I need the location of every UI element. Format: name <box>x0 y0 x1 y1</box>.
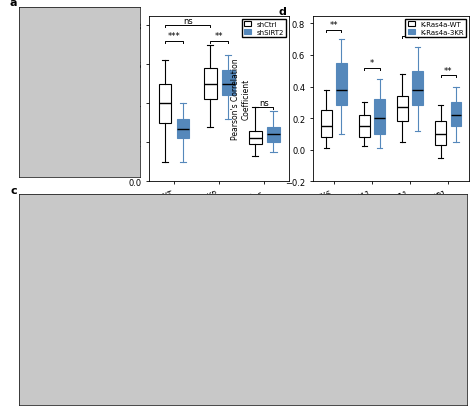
PathPatch shape <box>177 119 190 139</box>
PathPatch shape <box>435 122 446 145</box>
Text: ns: ns <box>183 17 192 26</box>
Text: ***: *** <box>168 32 181 41</box>
PathPatch shape <box>249 131 262 145</box>
Text: c: c <box>10 186 17 196</box>
Text: *: * <box>408 28 412 36</box>
PathPatch shape <box>159 85 172 123</box>
PathPatch shape <box>374 100 385 135</box>
PathPatch shape <box>451 103 461 127</box>
Text: ns: ns <box>259 98 269 107</box>
Y-axis label: Relative Intensity
(Cytoplasm/Whole cell): Relative Intensity (Cytoplasm/Whole cell… <box>74 55 93 143</box>
PathPatch shape <box>222 71 235 96</box>
PathPatch shape <box>359 116 370 138</box>
PathPatch shape <box>397 97 408 122</box>
Text: **: ** <box>215 32 223 41</box>
Text: b: b <box>107 7 115 17</box>
Text: **: ** <box>329 21 338 30</box>
Text: *: * <box>370 59 374 68</box>
PathPatch shape <box>204 69 217 100</box>
Legend: shCtrl, shSIRT2: shCtrl, shSIRT2 <box>242 20 286 38</box>
PathPatch shape <box>321 111 331 138</box>
Y-axis label: Pearson's Correlation
Coefficient: Pearson's Correlation Coefficient <box>231 58 250 140</box>
PathPatch shape <box>336 64 347 106</box>
Text: **: ** <box>444 67 453 76</box>
Text: a: a <box>9 0 17 8</box>
PathPatch shape <box>412 71 423 106</box>
Legend: K-Ras4a-WT, K-Ras4a-3KR: K-Ras4a-WT, K-Ras4a-3KR <box>405 20 466 38</box>
PathPatch shape <box>267 127 280 143</box>
Text: d: d <box>278 7 286 17</box>
